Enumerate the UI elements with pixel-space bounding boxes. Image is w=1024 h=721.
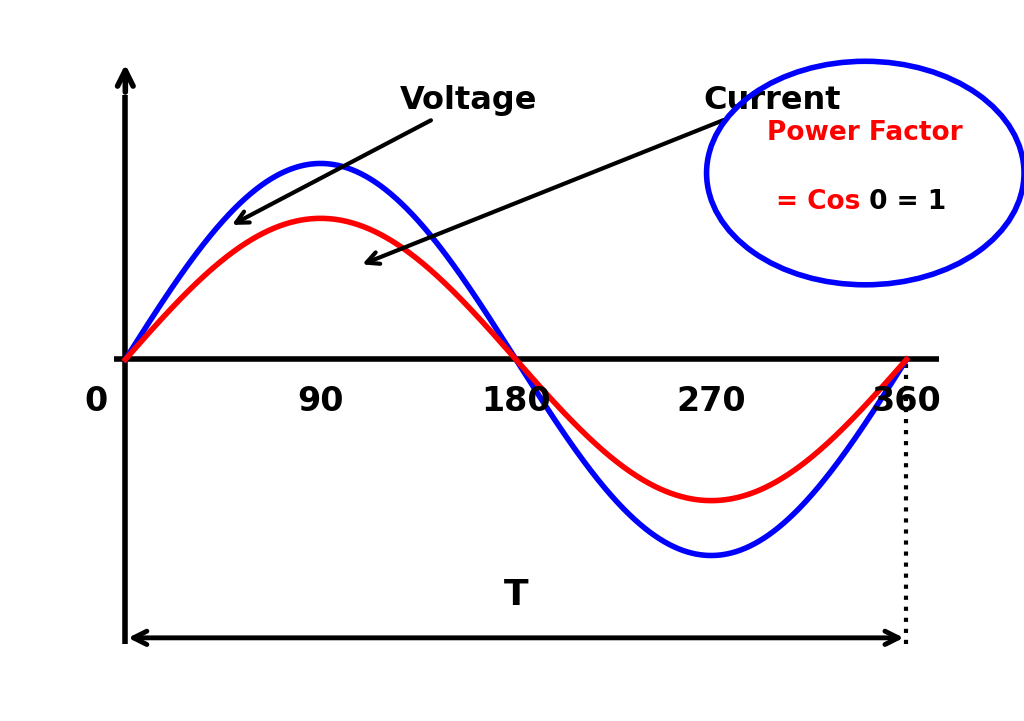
- Text: T: T: [504, 578, 528, 611]
- Text: Voltage: Voltage: [237, 85, 537, 223]
- Text: 90: 90: [297, 385, 344, 418]
- Text: 360: 360: [871, 385, 941, 418]
- Text: 180: 180: [481, 385, 551, 418]
- Text: 270: 270: [677, 385, 746, 418]
- Text: 0 = 1: 0 = 1: [860, 189, 946, 215]
- Text: Power Factor: Power Factor: [767, 120, 964, 146]
- Text: 0: 0: [85, 385, 108, 418]
- Text: = Cos: = Cos: [776, 189, 860, 215]
- Text: Current: Current: [367, 85, 841, 264]
